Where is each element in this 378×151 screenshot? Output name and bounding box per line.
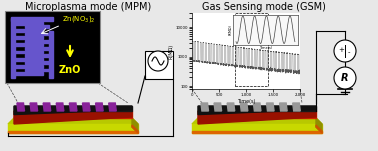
Text: -: - [348,49,350,55]
Polygon shape [266,103,274,111]
Bar [11,18,15,78]
Bar [25,40,49,43]
Bar [11,17,53,21]
Bar [15,29,43,32]
Text: R: R [341,73,349,83]
Bar [49,31,53,78]
Bar [25,61,49,64]
Polygon shape [240,103,248,111]
Polygon shape [14,106,132,115]
Polygon shape [316,125,322,133]
Polygon shape [192,131,322,133]
Polygon shape [56,103,64,111]
Polygon shape [14,111,132,118]
Bar [15,65,43,68]
Bar [15,36,43,39]
Polygon shape [30,103,37,111]
Bar [25,47,49,50]
Text: Zn(NO$_3$)$_2$: Zn(NO$_3$)$_2$ [62,14,96,24]
X-axis label: Time(s): Time(s) [237,99,255,104]
Bar [145,51,173,79]
Circle shape [148,51,168,71]
Text: Gas Sensing mode (GSM): Gas Sensing mode (GSM) [202,2,326,12]
Bar [25,25,49,28]
Bar [15,22,43,25]
Circle shape [334,40,356,62]
Polygon shape [198,111,316,118]
Polygon shape [8,131,138,133]
Polygon shape [280,103,287,111]
Polygon shape [293,103,300,111]
Polygon shape [198,111,316,124]
Polygon shape [198,106,316,115]
Bar [5,11,100,83]
Polygon shape [132,125,138,133]
Bar [15,58,43,61]
Y-axis label: R(MΩ): R(MΩ) [169,43,174,59]
Bar [25,54,49,57]
Polygon shape [14,106,132,111]
Bar [235,13,268,86]
Bar [15,43,43,46]
Bar [15,72,43,75]
Polygon shape [14,111,132,124]
Polygon shape [132,118,138,133]
Polygon shape [109,103,116,111]
Polygon shape [316,118,322,133]
Bar [15,51,43,53]
Polygon shape [43,103,51,111]
Polygon shape [17,103,25,111]
Text: ZnO: ZnO [59,65,81,75]
Bar [25,69,49,71]
Polygon shape [214,103,222,111]
Text: Microplasma mode (MPM): Microplasma mode (MPM) [25,2,151,12]
Text: +: + [338,47,344,53]
Polygon shape [8,118,138,124]
Polygon shape [227,103,235,111]
Polygon shape [201,103,209,111]
Polygon shape [192,118,322,124]
Bar [25,33,49,35]
Polygon shape [253,103,261,111]
Polygon shape [198,106,316,111]
Polygon shape [82,103,90,111]
Polygon shape [70,103,77,111]
Polygon shape [192,124,322,133]
Polygon shape [8,124,138,133]
Polygon shape [96,103,103,111]
Circle shape [334,67,356,89]
